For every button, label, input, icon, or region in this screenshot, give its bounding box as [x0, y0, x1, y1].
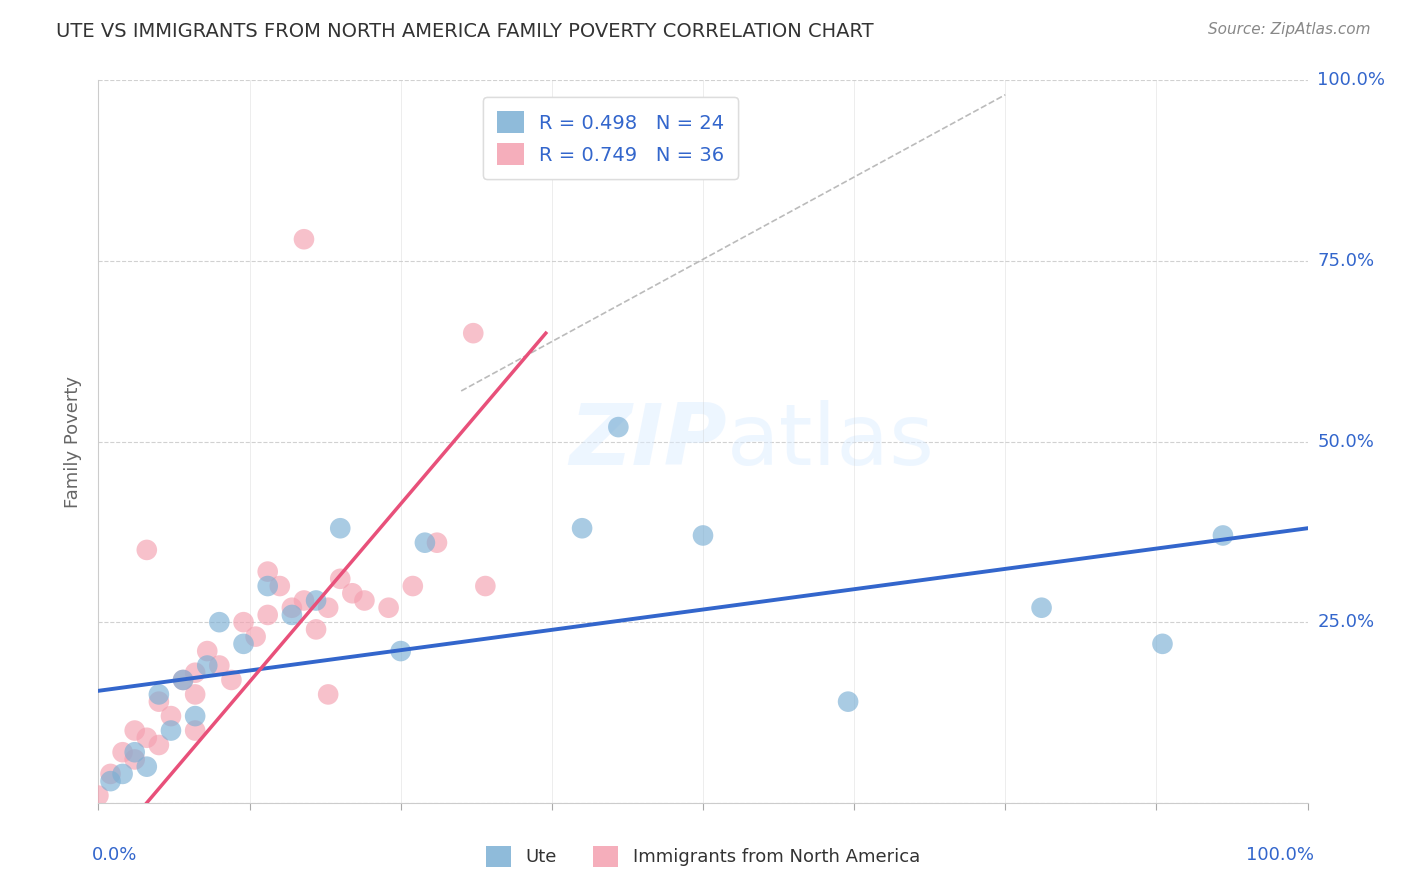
Point [353, 593, 375, 607]
Point [124, 723, 146, 738]
Point [281, 600, 304, 615]
Point [402, 579, 425, 593]
Point [195, 644, 218, 658]
Point [377, 600, 399, 615]
Point [329, 572, 352, 586]
Point [111, 767, 134, 781]
Point [316, 600, 339, 615]
Point [160, 723, 183, 738]
Point [305, 623, 328, 637]
Point [208, 615, 231, 630]
Point [837, 695, 859, 709]
Point [245, 630, 267, 644]
Point [208, 658, 231, 673]
Point [172, 673, 194, 687]
Point [256, 607, 278, 622]
Point [221, 673, 243, 687]
Point [124, 745, 146, 759]
Point [100, 774, 122, 789]
Point [100, 767, 122, 781]
Point [256, 579, 278, 593]
Point [195, 658, 218, 673]
Text: atlas: atlas [727, 400, 935, 483]
Point [160, 709, 183, 723]
Point [184, 665, 207, 680]
Text: 50.0%: 50.0% [1317, 433, 1374, 450]
Point [232, 637, 254, 651]
Text: 25.0%: 25.0% [1317, 613, 1375, 632]
Point [184, 687, 207, 701]
Text: 100.0%: 100.0% [1317, 71, 1385, 89]
Text: ZIP: ZIP [569, 400, 727, 483]
Point [135, 760, 157, 774]
Text: 75.0%: 75.0% [1317, 252, 1375, 270]
Point [692, 528, 714, 542]
Point [571, 521, 593, 535]
Point [292, 593, 315, 607]
Point [148, 738, 170, 752]
Point [1152, 637, 1174, 651]
Point [426, 535, 449, 549]
Point [87, 789, 110, 803]
Legend: R = 0.498   N = 24, R = 0.749   N = 36: R = 0.498 N = 24, R = 0.749 N = 36 [484, 97, 738, 179]
Point [135, 731, 157, 745]
Point [184, 709, 207, 723]
Point [474, 579, 496, 593]
Point [389, 644, 412, 658]
Point [184, 723, 207, 738]
Point [256, 565, 278, 579]
Point [305, 593, 328, 607]
Legend: Ute, Immigrants from North America: Ute, Immigrants from North America [478, 838, 928, 874]
Point [329, 521, 352, 535]
Y-axis label: Family Poverty: Family Poverty [65, 376, 83, 508]
Point [342, 586, 364, 600]
Point [292, 232, 315, 246]
Point [281, 607, 304, 622]
Point [607, 420, 630, 434]
Point [135, 542, 157, 557]
Point [1031, 600, 1053, 615]
Point [413, 535, 436, 549]
Text: Source: ZipAtlas.com: Source: ZipAtlas.com [1208, 22, 1371, 37]
Point [148, 695, 170, 709]
Point [269, 579, 291, 593]
Text: UTE VS IMMIGRANTS FROM NORTH AMERICA FAMILY POVERTY CORRELATION CHART: UTE VS IMMIGRANTS FROM NORTH AMERICA FAM… [56, 22, 875, 41]
Point [316, 687, 339, 701]
Point [124, 752, 146, 766]
Point [232, 615, 254, 630]
Point [463, 326, 485, 340]
Point [1212, 528, 1234, 542]
Point [111, 745, 134, 759]
Text: 0.0%: 0.0% [93, 847, 138, 864]
Point [172, 673, 194, 687]
Text: 100.0%: 100.0% [1246, 847, 1313, 864]
Point [148, 687, 170, 701]
